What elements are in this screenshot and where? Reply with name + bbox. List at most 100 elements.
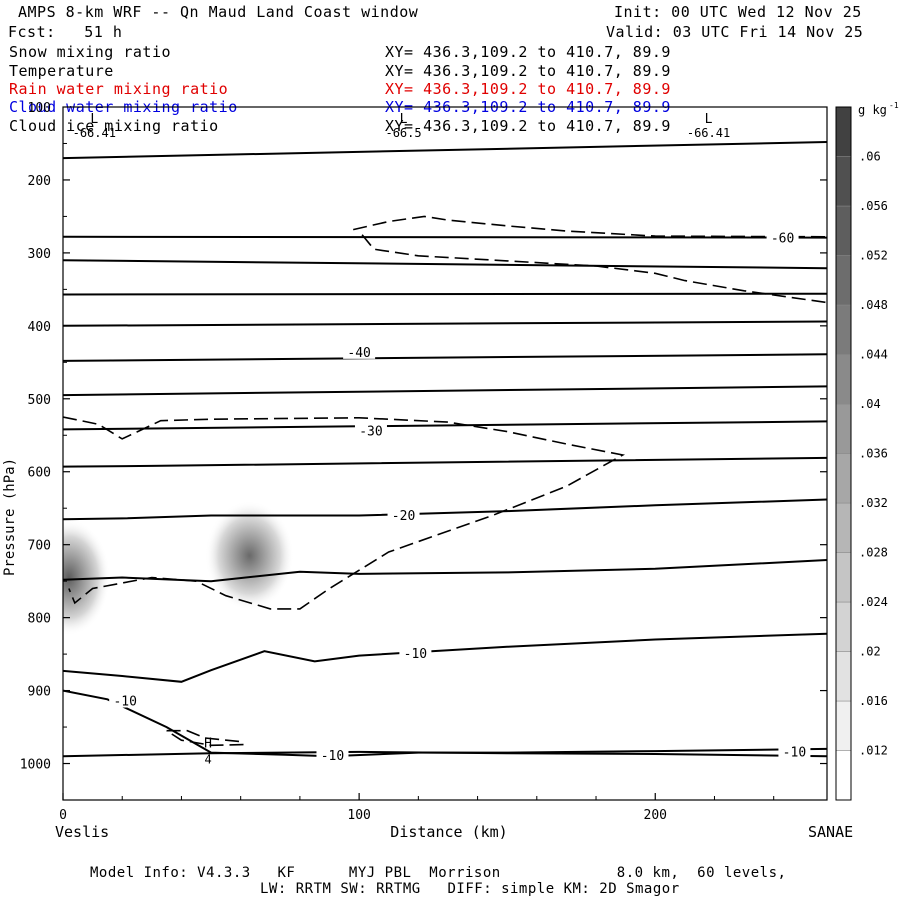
y-tick-label-300: 300 bbox=[28, 247, 51, 262]
colorbar-label-4: .024 bbox=[859, 595, 888, 609]
colorbar-label-6: .032 bbox=[859, 496, 888, 510]
isotherm-line-12 bbox=[63, 632, 827, 683]
colorbar-swatch-9 bbox=[835, 354, 852, 405]
chart-title: AMPS 8-km WRF -- Qn Maud Land Coast wind… bbox=[18, 3, 419, 21]
isotherm-label-6: -10 bbox=[113, 695, 136, 710]
y-tick-label-400: 400 bbox=[28, 320, 51, 335]
isotherm-label-bg-1 bbox=[766, 230, 799, 245]
isotherm-label-bg-2 bbox=[343, 344, 376, 359]
colorbar-swatch-13 bbox=[835, 156, 852, 207]
colorbar-swatch-11 bbox=[835, 255, 852, 306]
isotherm-line-1 bbox=[63, 141, 827, 160]
colorbar-label-1: .012 bbox=[859, 744, 888, 758]
forecast-hour: Fcst: 51 h bbox=[8, 23, 123, 41]
mixing-ratio-shading bbox=[63, 500, 294, 636]
y-tick-label-top: 100 bbox=[28, 101, 51, 116]
colorbar-swatch-4 bbox=[835, 601, 852, 652]
colorbar: .012 .016 .02 .024 .028 .032 .036 .04 .044 .048 .0… bbox=[835, 101, 899, 801]
field-name-rain: Rain water mixing ratio bbox=[9, 80, 229, 98]
colorbar-label-10: .048 bbox=[859, 298, 888, 312]
isotherm-label-bg-6 bbox=[109, 693, 142, 708]
field-xy-snow: XY= 436.3,109.2 to 410.7, 89.9 bbox=[385, 43, 671, 61]
isotherm-label-3: -30 bbox=[359, 425, 382, 440]
y-tick-label-800: 800 bbox=[28, 612, 51, 627]
low-value-1: -66.41 bbox=[73, 126, 116, 140]
field-name-temperature: Temperature bbox=[9, 62, 114, 80]
colorbar-swatch-10 bbox=[835, 304, 852, 355]
colorbar-swatch-6 bbox=[835, 502, 852, 553]
shaded-region-1 bbox=[63, 519, 111, 636]
y-tick-label-1000: 1000 bbox=[20, 758, 51, 773]
y-tick-label-900: 900 bbox=[28, 685, 51, 700]
isotherm-label-7: -10 bbox=[321, 749, 344, 764]
x-tick-label-100: 100 bbox=[347, 808, 370, 823]
low-value-2: -66.5 bbox=[385, 126, 421, 140]
y-tick-label-700: 700 bbox=[28, 539, 51, 554]
contour-labels: -60-40-30-20-10-10-10 -10L-66.41L-66.5L-6… bbox=[73, 112, 811, 766]
isotherm-line-14 bbox=[63, 750, 827, 758]
colorbar-label-2: .016 bbox=[859, 694, 888, 708]
isotherm-line-2 bbox=[63, 235, 827, 239]
low-symbol-1: L bbox=[90, 112, 98, 127]
x-tick-label-0: 0 bbox=[59, 808, 67, 823]
colorbar-swatch-5 bbox=[835, 552, 852, 603]
colorbar-label-5: .028 bbox=[859, 546, 888, 560]
colorbar-label-13: .06 bbox=[859, 150, 881, 164]
colorbar-swatch-2 bbox=[835, 700, 852, 751]
colorbar-label-11: .052 bbox=[859, 249, 888, 263]
right-endpoint-label: SANAE bbox=[808, 823, 853, 841]
isotherm-label-bg-4 bbox=[387, 508, 420, 523]
y-axis-label: Pressure (hPa) bbox=[2, 458, 18, 576]
isotherm-line-11 bbox=[63, 559, 827, 583]
dashed-contour-3 bbox=[63, 416, 626, 610]
colorbar-label-7: .036 bbox=[859, 447, 888, 461]
isotherm-line-8 bbox=[63, 420, 827, 431]
isotherm-line-3 bbox=[63, 259, 827, 270]
isotherm-label-2: -40 bbox=[347, 346, 370, 361]
init-time: Init: 00 UTC Wed 12 Nov 25 bbox=[614, 3, 862, 21]
colorbar-unit: g kg bbox=[858, 103, 887, 117]
isotherm-label-4: -20 bbox=[392, 509, 415, 524]
low-symbol-2: L bbox=[400, 112, 408, 127]
cloud-ice-contours bbox=[63, 215, 827, 747]
left-endpoint-label: Veslis bbox=[55, 823, 109, 841]
low-symbol-3: L bbox=[705, 112, 713, 127]
model-physics: LW: RRTM SW: RRTMG DIFF: simple KM: 2D S… bbox=[260, 881, 680, 897]
isotherm-label-8: -10 bbox=[783, 746, 806, 761]
low-value-3: -66.41 bbox=[687, 126, 730, 140]
y-tick-label-600: 600 bbox=[28, 466, 51, 481]
colorbar-swatch-1 bbox=[835, 750, 852, 801]
y-tick-label-500: 500 bbox=[28, 393, 51, 408]
colorbar-label-9: .044 bbox=[859, 348, 888, 362]
high-symbol-1: H bbox=[204, 736, 212, 751]
field-name-cloud-ice: Cloud ice mixing ratio bbox=[9, 117, 219, 135]
isotherm-label-1: -60 bbox=[771, 231, 794, 246]
isotherm-line-6 bbox=[63, 353, 827, 362]
isotherm-label-5: -10 bbox=[404, 647, 427, 662]
field-xy-cloud-ice: XY= 436.3,109.2 to 410.7, 89.9 bbox=[385, 117, 671, 135]
colorbar-label-3: .02 bbox=[859, 645, 881, 659]
x-axis-label: Distance (km) bbox=[390, 823, 507, 841]
colorbar-unit-exponent: -1 bbox=[889, 101, 899, 110]
isotherm-line-13 bbox=[63, 689, 827, 758]
colorbar-swatch-3 bbox=[835, 651, 852, 702]
dashed-contour-1 bbox=[353, 215, 827, 238]
field-xy-temperature: XY= 436.3,109.2 to 410.7, 89.9 bbox=[385, 62, 671, 80]
colorbar-frame bbox=[835, 106, 852, 801]
field-xy-rain: XY= 436.3,109.2 to 410.7, 89.9 bbox=[385, 80, 671, 98]
isotherm-line-9 bbox=[63, 456, 827, 468]
isotherm-label-bg-5 bbox=[399, 646, 432, 661]
colorbar-label-12: .056 bbox=[859, 199, 888, 213]
field-name-snow: Snow mixing ratio bbox=[9, 43, 172, 61]
shaded-region-2 bbox=[205, 500, 294, 611]
dashed-contour-2 bbox=[361, 234, 827, 304]
model-info: Model Info: V4.3.3 KF MYJ PBL Morrison 8… bbox=[90, 865, 787, 881]
colorbar-swatch-8 bbox=[835, 403, 852, 454]
isotherm-line-10 bbox=[63, 498, 827, 521]
y-tick-label-200: 200 bbox=[28, 174, 51, 189]
isotherm-line-5 bbox=[63, 320, 827, 327]
isotherm-label-bg-3 bbox=[354, 423, 387, 438]
isotherm-line-4 bbox=[63, 292, 827, 296]
